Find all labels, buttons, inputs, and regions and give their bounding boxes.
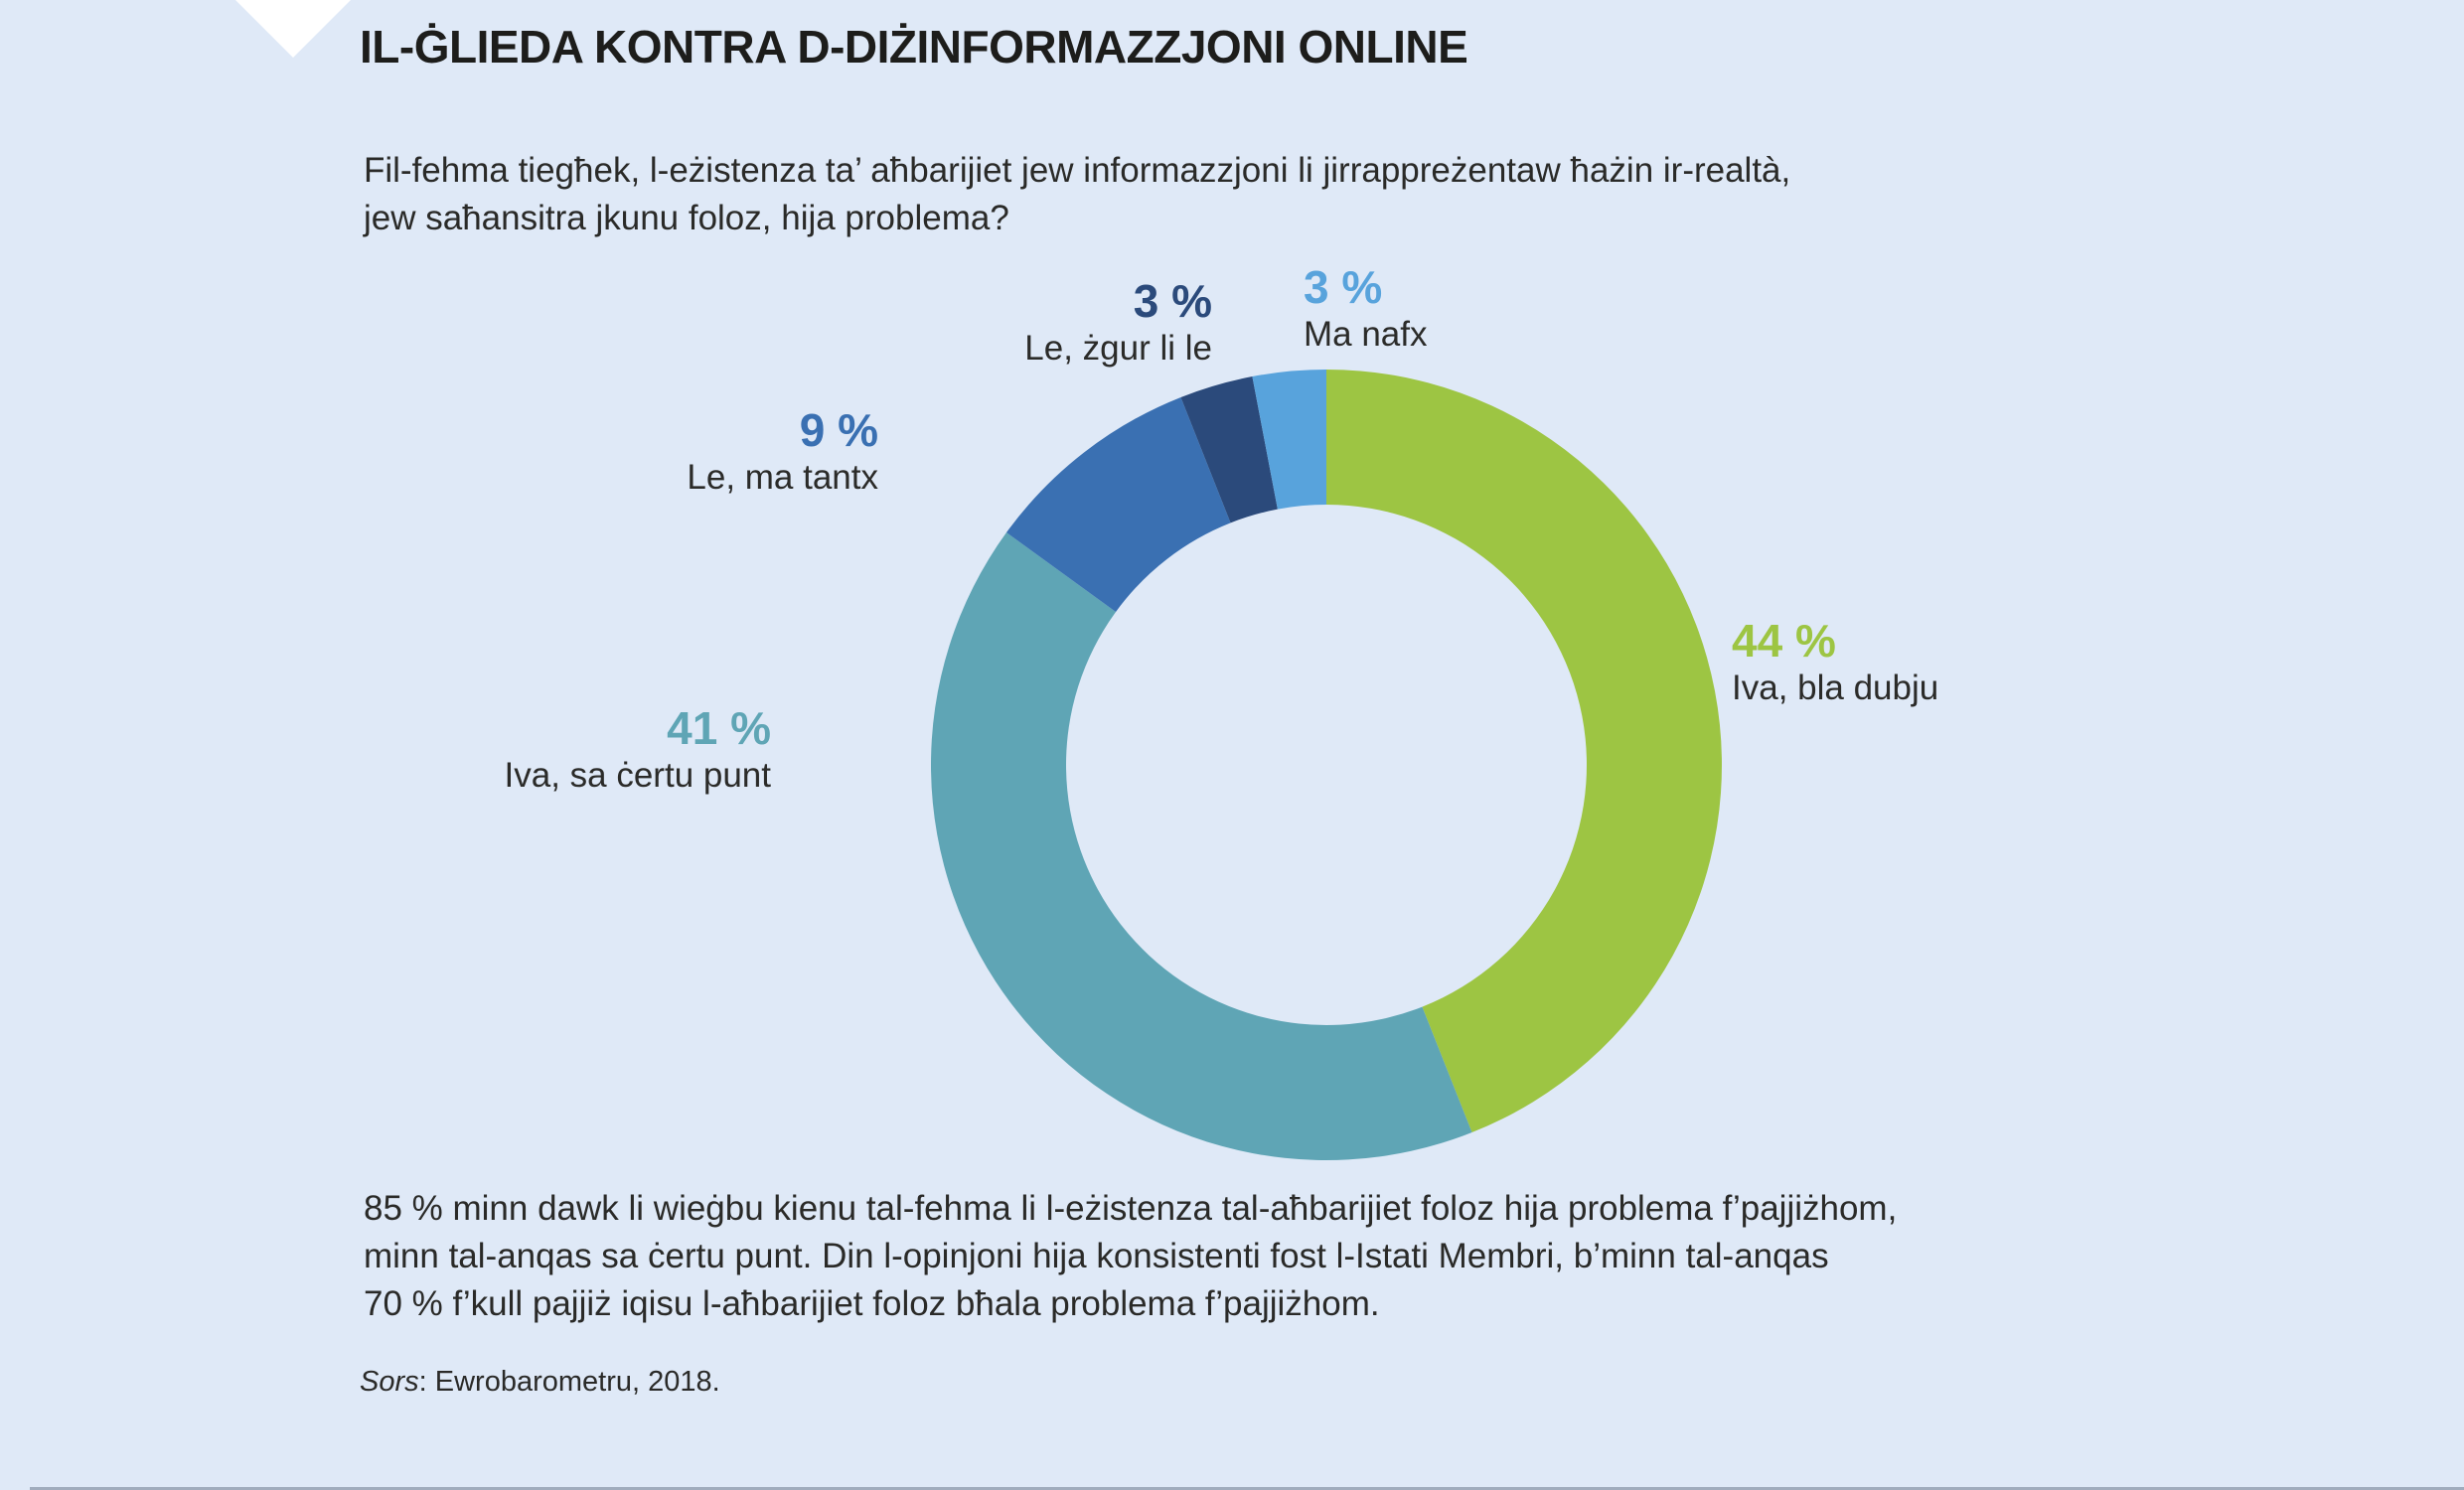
- donut-segment-3: [1006, 396, 1231, 612]
- donut-segment-5: [1252, 370, 1326, 510]
- summary-line-1: 85 % minn dawk li wieġbu kienu tal-fehma…: [364, 1189, 1898, 1228]
- callout-le-zgur-li-le: 3 % Le, żgur li le: [1024, 278, 1212, 368]
- donut-segment-4: [1180, 376, 1278, 523]
- segment-label: Iva, sa ċertu punt: [504, 756, 771, 795]
- chart-question: Fil-fehma tiegħek, l-eżistenza ta’ aħbar…: [364, 147, 1790, 242]
- percent-value: 44 %: [1732, 615, 1836, 667]
- segment-label: Le, ma tantx: [687, 458, 878, 497]
- source-text: : Ewrobarometru, 2018.: [418, 1366, 720, 1398]
- donut-segment-1: [1326, 370, 1722, 1133]
- donut-segment-2: [930, 532, 1472, 1160]
- percent-value: 3 %: [1304, 261, 1383, 313]
- summary-paragraph: 85 % minn dawk li wieġbu kienu tal-fehma…: [364, 1185, 1897, 1328]
- donut-chart: [930, 370, 1722, 1160]
- callout-iva-sa-certu-punt: 41 % Iva, sa ċertu punt: [505, 705, 771, 795]
- summary-line-3: 70 % f’kull pajjiż iqisu l-aħbarijiet fo…: [364, 1284, 1380, 1323]
- summary-line-2: minn tal-anqas sa ċertu punt. Din l-opin…: [364, 1237, 1829, 1275]
- source-label: Sors: [360, 1366, 419, 1398]
- segment-label: Le, żgur li le: [1024, 329, 1212, 368]
- page-title: IL-ĠLIEDA KONTRA D-DIŻINFORMAZZJONI ONLI…: [360, 21, 1468, 73]
- segment-label: Ma nafx: [1304, 315, 1428, 354]
- question-line-1: Fil-fehma tiegħek, l-eżistenza ta’ aħbar…: [364, 151, 1791, 190]
- decorative-triangle: [235, 0, 351, 58]
- callout-ma-nafx: 3 % Ma nafx: [1304, 264, 1428, 354]
- question-line-2: jew saħansitra jkunu foloz, hija problem…: [364, 199, 1009, 237]
- percent-value: 41 %: [667, 702, 771, 754]
- percent-value: 9 %: [799, 404, 878, 456]
- source-line: Sors: Ewrobarometru, 2018.: [360, 1363, 720, 1401]
- segment-label: Iva, bla dubju: [1732, 669, 1939, 707]
- callout-iva-bla-dubju: 44 % Iva, bla dubju: [1732, 618, 1938, 707]
- percent-value: 3 %: [1133, 275, 1212, 327]
- callout-le-ma-tantx: 9 % Le, ma tantx: [687, 407, 878, 497]
- bottom-divider: [30, 1487, 2464, 1490]
